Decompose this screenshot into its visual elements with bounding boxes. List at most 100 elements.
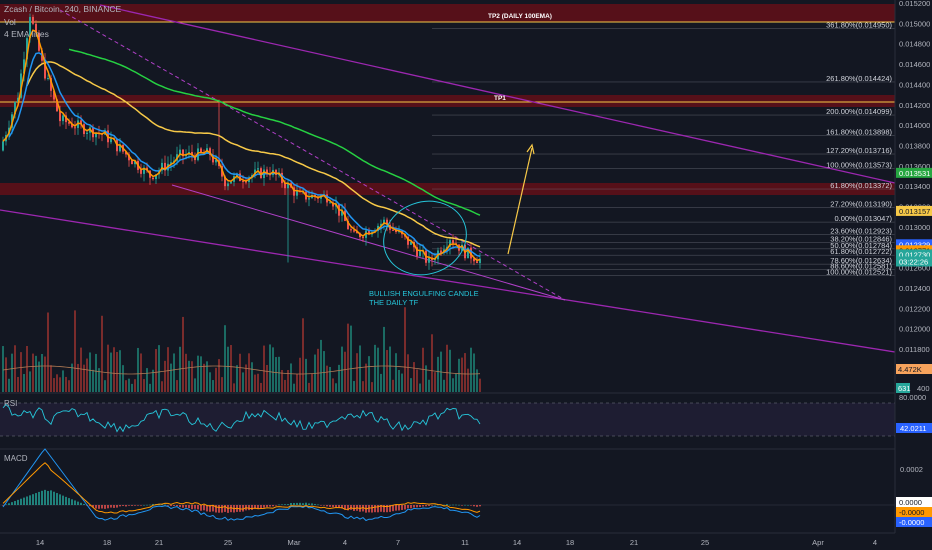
volume-bar [89,352,91,392]
volume-bar [119,350,121,392]
fib-level-label: 361.80%(0.014950) [826,20,892,29]
macd-histogram-bar [134,505,136,506]
fib-level-label: 127.20%(0.013716) [826,146,892,155]
candle-body [23,59,25,74]
volume-bar [71,363,73,392]
candle-body [449,240,451,247]
candle-body [257,168,259,170]
macd-histogram-bar [161,504,163,506]
falling-wedge-upper-dashed[interactable] [59,9,566,301]
volume-bar [86,358,88,392]
volume-bar [311,373,313,392]
macd-histogram-bar [329,505,331,507]
rsi-tag-bg [896,423,932,433]
macd-histogram-bar [53,491,55,505]
time-axis-label: 4 [873,538,877,547]
ema-green-line[interactable] [68,48,481,216]
volume-bar [116,352,118,392]
volume-bar [101,315,103,392]
volume-bar [203,363,205,392]
macd-histogram-bar [248,505,250,511]
rsi-label[interactable]: RSI [4,399,17,408]
volume-bar [173,353,175,392]
price-tag: 0.012329 [899,240,930,249]
macd-histogram-bar [62,495,64,505]
volume-bar [65,376,67,392]
macd-histogram-bar [221,505,223,513]
macd-histogram-bar [107,505,109,509]
symbol-title[interactable]: Zcash / Bitcoin, 240, BINANCE [4,4,122,14]
candle-body [347,220,349,230]
channel-lower-line[interactable] [0,209,896,353]
volume-bar [56,374,58,392]
macd-histogram [2,489,481,513]
macd-signal-line[interactable] [2,462,481,514]
price-tag-bg [896,239,932,250]
price-axis-label: 0.013600 [899,162,930,171]
volume-bar [143,379,145,392]
candle-body [134,160,136,165]
macd-histogram-bar [251,505,253,510]
macd-histogram-bar [206,505,208,512]
candle-body [293,187,295,196]
volume-bar [74,310,76,392]
price-axis-label: 0.013000 [899,223,930,232]
volume-bar [329,366,331,392]
engulfing-circle[interactable] [373,190,477,286]
macd-histogram-bar [140,505,142,506]
candle-body [386,219,388,225]
ema-blue-line[interactable] [8,52,481,258]
macd-tag-bg [896,497,932,507]
tp2-label[interactable]: TP2 (DAILY 100EMA) [488,13,552,20]
macd-histogram-bar [278,504,280,506]
volume-bar [389,346,391,392]
price-tag-bg [896,249,932,260]
macd-histogram-bar [257,505,259,509]
engulfing-note-line2[interactable]: THE DAILY TF [369,298,419,307]
tp1-label[interactable]: TP1 [494,95,506,102]
time-axis-label: Mar [288,538,301,547]
macd-histogram-bar [182,505,184,508]
candle-body [362,237,364,239]
macd-line[interactable] [2,448,481,522]
macd-histogram-bar [212,505,214,512]
fib-extension-levels[interactable]: 361.80%(0.014950) 261.80%(0.014424) 200.00… [432,20,895,277]
volume-bar [479,378,481,392]
ema-yellow-line[interactable] [26,61,481,248]
projection-arrow[interactable] [507,147,533,255]
channel-upper-line[interactable] [99,4,896,184]
macd-histogram-bar [17,499,19,505]
candle-body [50,78,52,91]
rsi-line[interactable] [2,403,481,433]
falling-wedge-lower-line[interactable] [171,184,566,301]
ema-label[interactable]: 4 EMA lines [4,29,49,39]
macd-histogram-bar [23,497,25,505]
macd-label[interactable]: MACD [4,454,28,463]
candle-body [428,257,430,263]
macd-histogram-bar [347,505,349,511]
macd-histogram-bar [101,505,103,509]
resistance-zone-tp2[interactable] [0,4,895,22]
time-axis[interactable]: 14 18 21 25 Mar 4 7 11 14 18 21 25 Apr 4 [36,538,877,547]
resistance-zone-tp1[interactable] [0,95,895,107]
time-axis-label: 14 [36,538,44,547]
macd-histogram-bar [65,496,67,505]
macd-histogram-bar [383,505,385,513]
candlesticks[interactable] [2,13,481,270]
ema-orange-line[interactable] [2,29,481,262]
price-axis-label: 0.012400 [899,284,930,293]
candle-body [416,247,418,257]
macd-histogram-bar [32,494,34,505]
time-axis-label: 25 [701,538,709,547]
macd-histogram-bar [419,505,421,508]
candle-body [296,190,298,196]
price-tag-bg [896,167,932,178]
macd-histogram-bar [5,504,7,506]
macd-histogram-bar [299,502,301,505]
candle-body [209,148,211,155]
fib-level-label: 200.00%(0.014099) [826,107,892,116]
engulfing-note-line1[interactable]: BULLISH ENGULFING CANDLE [369,289,479,298]
volume-bar [281,370,283,392]
volume-label[interactable]: Vol [4,17,16,27]
